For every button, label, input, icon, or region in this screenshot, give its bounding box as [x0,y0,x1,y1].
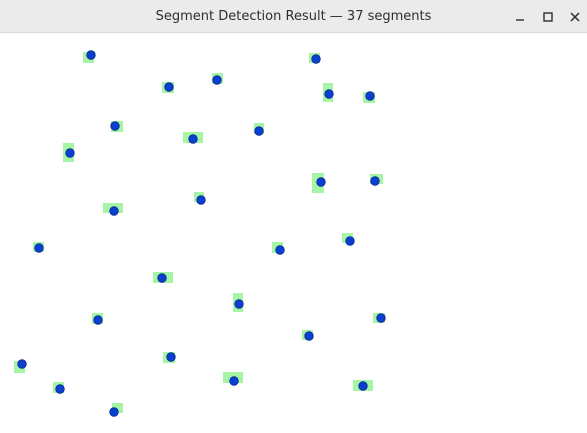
segment-point [65,148,75,158]
segments-plot [14,50,386,417]
segment-point [196,195,206,205]
maximize-icon [543,12,553,22]
segment [254,123,264,136]
segment [302,330,314,341]
segment-point [212,75,222,85]
segment [309,53,321,64]
segment [110,121,123,132]
segment [163,352,176,363]
segment-point [109,206,119,216]
segment-point [229,376,239,386]
segment [233,293,244,312]
segment-point [324,89,334,99]
segment [272,242,285,255]
segment-point [358,381,368,391]
segment-point [365,91,375,101]
segment-point [304,331,314,341]
segment [223,372,243,386]
segment-point [93,315,103,325]
segment [53,382,65,394]
segment [14,359,27,373]
segment-point [254,126,264,136]
segment-point [234,299,244,309]
segment-point [55,384,65,394]
segment [212,73,223,85]
segment-point [188,134,198,144]
segment-point [376,313,386,323]
segment-point [166,352,176,362]
segment [63,143,75,162]
close-icon [570,12,580,22]
minimize-icon [516,19,524,21]
segment-point [316,177,326,187]
segment-point [34,243,44,253]
segment [83,50,96,63]
segment [312,173,326,193]
segment [363,91,375,103]
segment [92,313,103,325]
segment-point [110,121,120,131]
segment-point [164,82,174,92]
segment [342,233,355,246]
segment-point [370,176,380,186]
segment [353,380,373,391]
title-bar[interactable]: Segment Detection Result — 37 segments [0,0,587,33]
segment [109,403,123,417]
segment [162,82,174,93]
segment-point [157,273,167,283]
segment [153,272,173,283]
segment [33,242,44,253]
window-title: Segment Detection Result — 37 segments [155,9,432,24]
segment [373,313,386,323]
segment-point [17,359,27,369]
segment [370,174,383,186]
result-canvas [0,33,587,433]
segment [103,203,123,216]
minimize-button[interactable] [509,6,531,28]
segment [183,132,203,144]
segment-point [275,245,285,255]
segment-box [112,403,123,413]
close-button[interactable] [564,6,586,28]
segment-point [345,236,355,246]
segment [323,83,334,102]
segment [194,192,206,205]
segment-point [86,50,96,60]
segment-point [311,54,321,64]
segment-point [109,407,119,417]
maximize-button[interactable] [537,6,559,28]
